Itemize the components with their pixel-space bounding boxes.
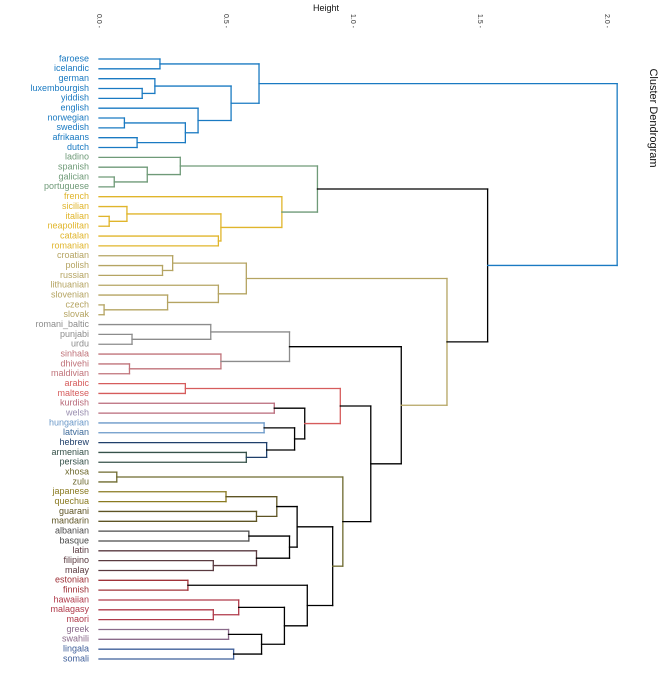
leaf-labels: faroeseicelandicgermanluxembourgishyiddi…: [30, 53, 89, 663]
leaf-label: persian: [59, 457, 89, 467]
leaf-label: czech: [65, 299, 89, 309]
x-tick-label: 0.5 -: [222, 14, 229, 29]
leaf-label: urdu: [71, 339, 89, 349]
leaf-label: romani_baltic: [35, 319, 89, 329]
x-axis-ticks: 0.0 - 0.5 - 1.0 - 1.5 - 2.0 -: [95, 14, 610, 29]
x-tick-label: 0.0 -: [95, 14, 102, 29]
leaf-label: faroese: [59, 53, 89, 63]
leaf-label: italian: [65, 211, 89, 221]
leaf-label: dhivehi: [60, 358, 89, 368]
leaf-label: basque: [59, 535, 89, 545]
leaf-label: yiddish: [61, 93, 89, 103]
dendrogram-links: [98, 58, 618, 660]
leaf-label: icelandic: [54, 63, 90, 73]
leaf-label: norwegian: [47, 112, 89, 122]
leaf-label: catalan: [60, 230, 89, 240]
leaf-label: lithuanian: [50, 280, 89, 290]
leaf-label: japanese: [51, 486, 89, 496]
leaf-label: quechua: [54, 496, 89, 506]
leaf-label: xhosa: [65, 466, 89, 476]
leaf-label: hungarian: [49, 417, 89, 427]
leaf-label: hebrew: [59, 437, 89, 447]
leaf-label: slovenian: [51, 289, 89, 299]
leaf-label: portuguese: [44, 181, 89, 191]
leaf-label: swedish: [56, 122, 89, 132]
x-tick-label: 2.0 -: [603, 14, 610, 29]
leaf-label: luxembourgish: [30, 83, 89, 93]
chart-title: Cluster Dendrogram: [647, 68, 659, 167]
x-tick-label: 1.0 -: [349, 14, 356, 29]
leaf-label: english: [60, 103, 89, 113]
leaf-label: punjabi: [60, 329, 89, 339]
leaf-label: sicilian: [62, 201, 89, 211]
leaf-label: spanish: [58, 162, 89, 172]
leaf-label: malay: [65, 565, 90, 575]
leaf-label: german: [58, 73, 89, 83]
leaf-label: lingala: [63, 644, 89, 654]
leaf-label: estonian: [55, 575, 89, 585]
leaf-label: latvian: [63, 427, 89, 437]
x-axis-title: Height: [313, 3, 340, 13]
leaf-label: greek: [66, 624, 89, 634]
leaf-label: neapolitan: [47, 221, 89, 231]
leaf-label: finnish: [63, 585, 89, 595]
leaf-label: guarani: [59, 506, 89, 516]
leaf-label: latin: [72, 545, 89, 555]
leaf-label: romanian: [51, 240, 89, 250]
leaf-label: kurdish: [60, 398, 89, 408]
x-tick-label: 1.5 -: [476, 14, 483, 29]
leaf-label: filipino: [63, 555, 89, 565]
leaf-label: maltese: [57, 388, 89, 398]
leaf-label: welsh: [65, 407, 89, 417]
leaf-label: zulu: [72, 476, 89, 486]
leaf-label: armenian: [51, 447, 89, 457]
leaf-label: arabic: [64, 378, 89, 388]
leaf-label: russian: [60, 270, 89, 280]
leaf-label: ladino: [65, 152, 89, 162]
leaf-label: croatian: [57, 250, 89, 260]
leaf-label: slovak: [63, 309, 89, 319]
leaf-label: mandarin: [51, 516, 89, 526]
leaf-label: sinhala: [60, 348, 89, 358]
leaf-label: galician: [58, 171, 89, 181]
leaf-label: hawaiian: [53, 594, 89, 604]
leaf-label: albanian: [55, 526, 89, 536]
leaf-label: somali: [63, 653, 89, 663]
leaf-label: french: [64, 191, 89, 201]
leaf-label: polish: [65, 260, 89, 270]
leaf-label: afrikaans: [52, 132, 89, 142]
leaf-label: swahili: [62, 634, 89, 644]
leaf-label: malagasy: [50, 604, 89, 614]
leaf-label: maldivian: [51, 368, 89, 378]
leaf-label: dutch: [67, 142, 89, 152]
leaf-label: maori: [66, 614, 89, 624]
